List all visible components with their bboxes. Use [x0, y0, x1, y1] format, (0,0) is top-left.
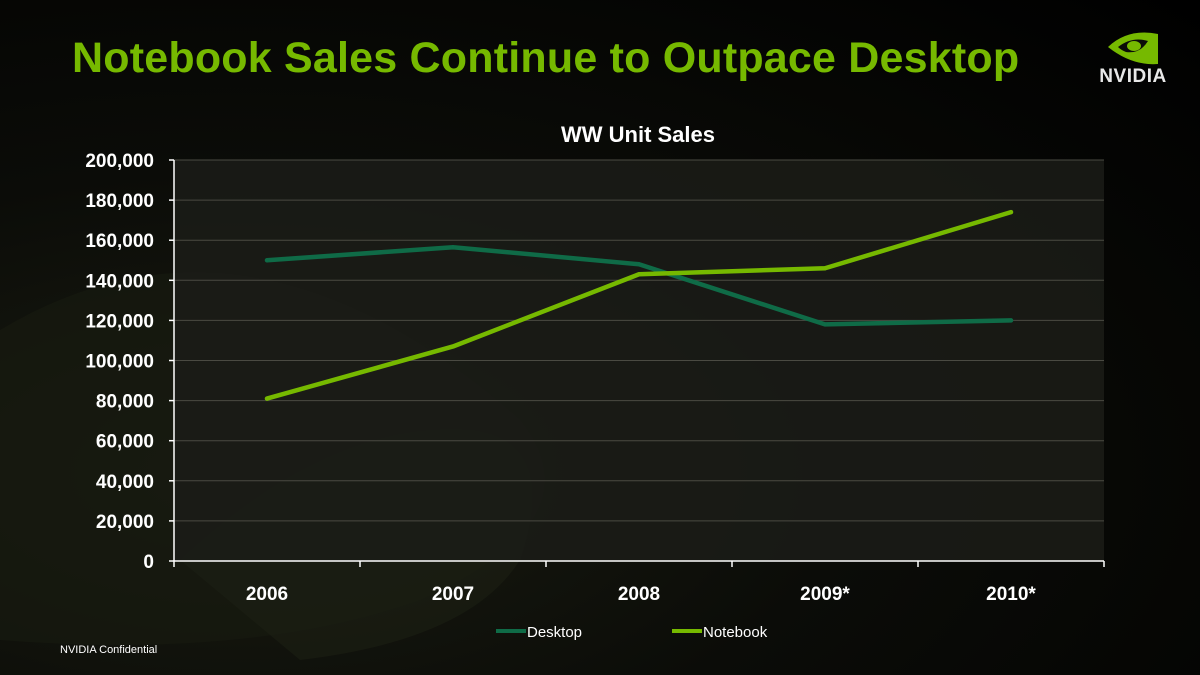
y-tick-label: 120,000: [85, 311, 154, 332]
nvidia-logo: NVIDIA: [1099, 66, 1167, 87]
x-axis: 2006 2007 2008 2009* 2010*: [173, 560, 1105, 605]
legend-label-desktop: Desktop: [527, 624, 582, 641]
y-tick-label: 20,000: [96, 512, 154, 533]
y-tick-label: 0: [143, 552, 154, 573]
nvidia-eye-icon: [1108, 32, 1158, 65]
data-point-notebook: [1009, 210, 1013, 215]
data-point-desktop: [823, 322, 827, 327]
y-tick-label: 200,000: [85, 151, 154, 172]
data-point-desktop: [265, 258, 269, 263]
x-tick-label: 2009*: [800, 584, 850, 605]
legend-label-notebook: Notebook: [703, 624, 768, 641]
y-tick-label: 160,000: [85, 231, 154, 252]
footer-confidential: NVIDIA Confidential: [60, 644, 158, 656]
y-tick-label: 180,000: [85, 191, 154, 212]
x-tick-label: 2006: [246, 584, 288, 605]
data-point-desktop: [637, 262, 641, 267]
data-point-desktop: [451, 245, 455, 250]
gridlines: [174, 159, 1104, 522]
y-tick-label: 100,000: [85, 352, 154, 373]
y-tick-label: 80,000: [96, 392, 154, 413]
y-tick-label: 60,000: [96, 432, 154, 453]
y-tick-label: 40,000: [96, 472, 154, 493]
x-tick-label: 2008: [618, 584, 660, 605]
legend: Desktop Notebook: [496, 624, 768, 641]
data-point-notebook: [451, 344, 455, 349]
data-point-notebook: [823, 266, 827, 271]
y-axis: 0 20,000 40,000 60,000 80,000 100,000 120,000 1…: [85, 151, 175, 573]
x-tick-label: 2007: [432, 584, 474, 605]
data-point-desktop: [1009, 318, 1013, 323]
data-point-notebook: [265, 396, 269, 401]
slide-title: Notebook Sales Continue to Outpace Deskt…: [72, 34, 1020, 82]
data-point-notebook: [637, 272, 641, 277]
x-tick-label: 2010*: [986, 584, 1036, 605]
chart-title: WW Unit Sales: [561, 122, 715, 147]
series: [264, 209, 1014, 401]
y-tick-label: 140,000: [85, 271, 154, 292]
